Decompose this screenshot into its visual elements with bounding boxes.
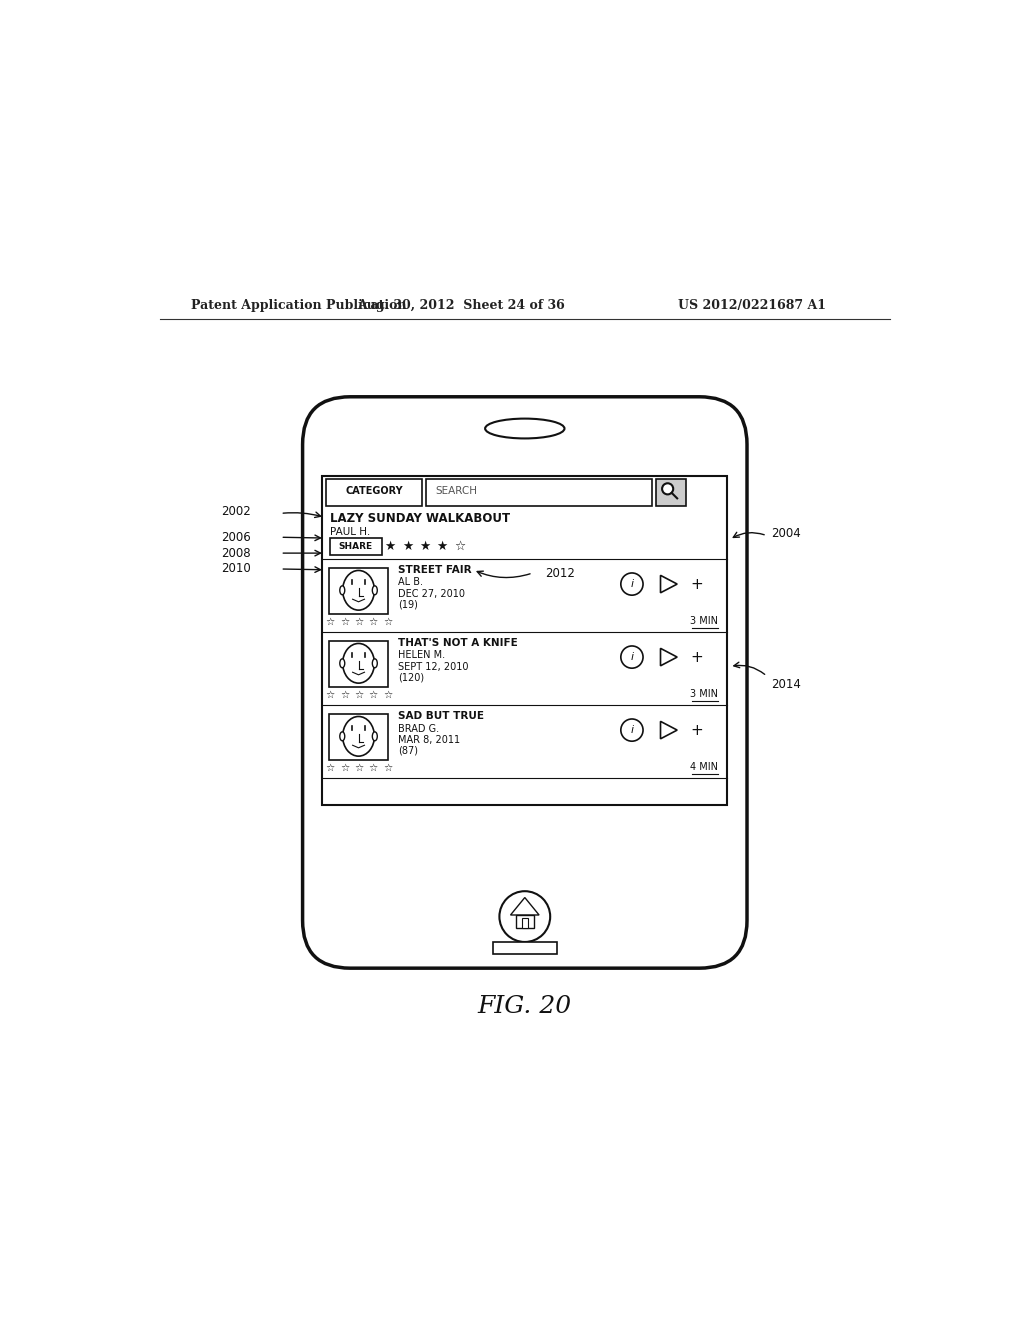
Circle shape — [621, 573, 643, 595]
Text: ☆: ☆ — [340, 689, 349, 700]
Text: 2008: 2008 — [221, 546, 251, 560]
Polygon shape — [329, 568, 388, 614]
Text: ☆: ☆ — [369, 689, 378, 700]
Text: +: + — [690, 722, 703, 738]
Text: SAD BUT TRUE: SAD BUT TRUE — [397, 710, 483, 721]
Text: SHARE: SHARE — [339, 543, 373, 552]
FancyBboxPatch shape — [426, 479, 651, 507]
Text: +: + — [690, 649, 703, 664]
Ellipse shape — [343, 643, 375, 684]
Polygon shape — [329, 642, 388, 688]
Text: (87): (87) — [397, 746, 418, 756]
Circle shape — [621, 719, 643, 742]
Text: 2010: 2010 — [221, 562, 251, 576]
Text: ★: ★ — [384, 540, 395, 553]
Polygon shape — [660, 576, 677, 593]
Text: SEPT 12, 2010: SEPT 12, 2010 — [397, 661, 468, 672]
Text: LAZY SUNDAY WALKABOUT: LAZY SUNDAY WALKABOUT — [331, 512, 511, 525]
Ellipse shape — [373, 659, 377, 668]
Text: +: + — [690, 577, 703, 591]
Polygon shape — [660, 721, 677, 739]
Text: ☆: ☆ — [454, 540, 465, 553]
Polygon shape — [515, 915, 535, 928]
Text: 2006: 2006 — [221, 531, 251, 544]
Polygon shape — [494, 942, 557, 954]
Text: DEC 27, 2010: DEC 27, 2010 — [397, 589, 465, 598]
Text: US 2012/0221687 A1: US 2012/0221687 A1 — [678, 300, 826, 312]
Text: ☆: ☆ — [383, 689, 392, 700]
Polygon shape — [522, 917, 527, 928]
Text: STREET FAIR: STREET FAIR — [397, 565, 471, 574]
Text: Aug. 30, 2012  Sheet 24 of 36: Aug. 30, 2012 Sheet 24 of 36 — [357, 300, 565, 312]
Text: ☆: ☆ — [383, 616, 392, 627]
Text: ☆: ☆ — [369, 616, 378, 627]
Text: ☆: ☆ — [326, 616, 335, 627]
Text: ★: ★ — [436, 540, 447, 553]
Circle shape — [500, 891, 550, 942]
Polygon shape — [511, 898, 539, 915]
Text: MAR 8, 2011: MAR 8, 2011 — [397, 735, 460, 744]
Polygon shape — [660, 648, 677, 665]
Text: 3 MIN: 3 MIN — [689, 616, 718, 627]
Text: THAT'S NOT A KNIFE: THAT'S NOT A KNIFE — [397, 638, 517, 648]
Text: ★: ★ — [419, 540, 430, 553]
Ellipse shape — [340, 659, 345, 668]
Text: i: i — [631, 579, 634, 589]
Circle shape — [621, 645, 643, 668]
Text: (120): (120) — [397, 673, 424, 682]
Text: ☆: ☆ — [354, 763, 364, 772]
Text: 2004: 2004 — [771, 527, 801, 540]
Text: HELEN M.: HELEN M. — [397, 651, 445, 660]
FancyBboxPatch shape — [655, 479, 686, 507]
Text: ☆: ☆ — [383, 763, 392, 772]
Text: i: i — [631, 652, 634, 663]
Polygon shape — [329, 714, 388, 760]
Text: SEARCH: SEARCH — [435, 486, 477, 496]
Text: ☆: ☆ — [369, 763, 378, 772]
Text: ☆: ☆ — [354, 689, 364, 700]
Polygon shape — [323, 477, 727, 805]
Text: 2014: 2014 — [771, 677, 801, 690]
Text: PAUL H.: PAUL H. — [331, 527, 371, 537]
Text: AL B.: AL B. — [397, 577, 423, 587]
Text: FIG. 20: FIG. 20 — [478, 995, 571, 1018]
Text: ☆: ☆ — [354, 616, 364, 627]
Text: i: i — [631, 725, 634, 735]
FancyBboxPatch shape — [327, 479, 422, 507]
Text: 2012: 2012 — [545, 568, 574, 581]
FancyBboxPatch shape — [331, 539, 382, 556]
Text: Patent Application Publication: Patent Application Publication — [191, 300, 407, 312]
Text: 4 MIN: 4 MIN — [689, 763, 718, 772]
Text: BRAD G.: BRAD G. — [397, 723, 439, 734]
Text: CATEGORY: CATEGORY — [345, 486, 402, 496]
Ellipse shape — [343, 570, 375, 610]
Circle shape — [663, 483, 673, 495]
Text: ☆: ☆ — [326, 763, 335, 772]
Ellipse shape — [340, 731, 345, 741]
Text: ☆: ☆ — [340, 763, 349, 772]
Ellipse shape — [340, 586, 345, 595]
Ellipse shape — [485, 418, 564, 438]
Ellipse shape — [373, 586, 377, 595]
Text: ☆: ☆ — [326, 689, 335, 700]
Text: ☆: ☆ — [340, 616, 349, 627]
Ellipse shape — [343, 717, 375, 756]
Text: ★: ★ — [401, 540, 413, 553]
Ellipse shape — [373, 731, 377, 741]
Text: 3 MIN: 3 MIN — [689, 689, 718, 700]
Text: (19): (19) — [397, 599, 418, 610]
Text: 2002: 2002 — [221, 506, 251, 519]
FancyBboxPatch shape — [303, 397, 748, 968]
